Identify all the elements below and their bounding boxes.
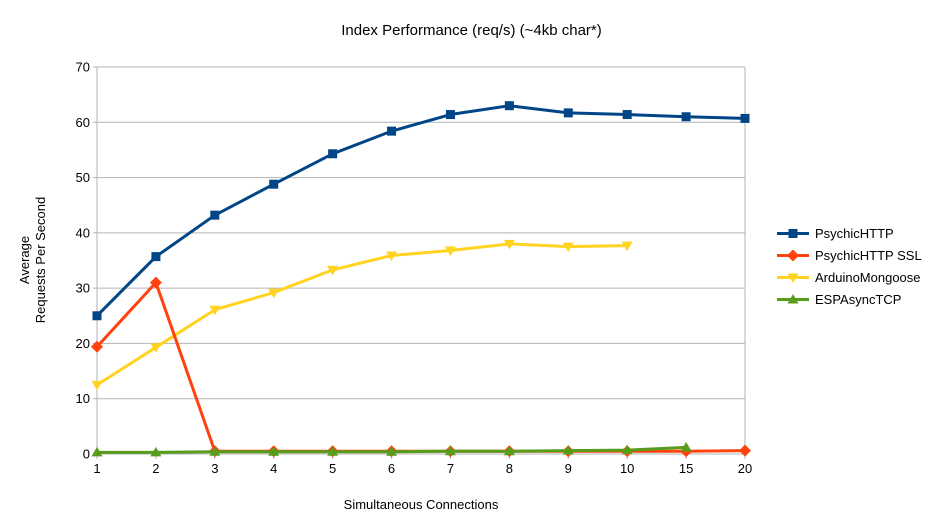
data-point-marker <box>151 252 161 262</box>
data-point-marker <box>209 305 221 316</box>
x-tick-label: 5 <box>329 461 336 476</box>
y-tick-label: 20 <box>76 336 90 351</box>
data-point-marker <box>386 446 398 456</box>
legend-label: PsychicHTTP SSL <box>815 247 922 263</box>
legend-item: PsychicHTTP <box>777 225 922 241</box>
x-tick-label: 15 <box>679 461 693 476</box>
data-point-marker <box>563 108 573 118</box>
y-tick-label: 10 <box>76 391 90 406</box>
y-tick-label: 30 <box>76 281 90 296</box>
data-point-marker <box>562 445 574 455</box>
data-point-marker <box>739 444 751 457</box>
y-tick-label: 0 <box>83 447 90 462</box>
x-axis-title: Simultaneous Connections <box>343 497 499 512</box>
data-point-marker <box>269 179 279 189</box>
legend: PsychicHTTP PsychicHTTP SSL ArduinoMongoos… <box>777 226 922 314</box>
x-tick-label: 6 <box>388 461 395 476</box>
series-arduinomongoose <box>91 239 633 391</box>
legend-marker-triangle-up-icon <box>777 293 809 303</box>
x-tick-label: 7 <box>447 461 454 476</box>
series-line <box>96 242 628 387</box>
data-point-marker <box>150 446 162 457</box>
data-point-marker <box>621 241 633 252</box>
series-line <box>95 281 746 453</box>
data-point-marker <box>444 246 456 257</box>
x-tick-label: 3 <box>211 461 218 476</box>
chart-title: Index Performance (req/s) (~4kb char*) <box>341 22 602 39</box>
data-point-marker <box>386 251 398 262</box>
data-point-marker <box>210 210 220 220</box>
series-espasynctcp <box>91 441 692 457</box>
y-tick-label: 40 <box>76 225 90 240</box>
data-point-marker <box>91 340 103 353</box>
data-point-marker <box>91 380 103 391</box>
data-point-marker <box>680 441 692 452</box>
x-tick-label: 2 <box>152 461 159 476</box>
data-point-marker <box>209 446 221 456</box>
series-psychichttp-ssl <box>91 276 751 458</box>
x-tick-label: 9 <box>565 461 572 476</box>
data-point-marker <box>681 112 691 122</box>
data-point-marker <box>562 242 574 253</box>
legend-item: ESPAsyncTCP <box>777 291 922 307</box>
data-point-marker <box>387 126 397 136</box>
y-tick-label: 50 <box>76 170 90 185</box>
x-tick-label: 10 <box>620 461 634 476</box>
data-point-marker <box>268 446 280 456</box>
data-point-marker <box>327 446 339 456</box>
legend-label: ArduinoMongoose <box>815 269 921 285</box>
series-psychichttp <box>92 101 750 321</box>
data-point-marker <box>150 343 162 353</box>
x-tick-label: 1 <box>93 461 100 476</box>
data-point-marker <box>268 288 280 299</box>
data-point-marker <box>91 446 103 457</box>
data-point-marker <box>327 265 339 276</box>
x-tick-label: 20 <box>738 461 752 476</box>
data-point-marker <box>445 110 455 120</box>
data-point-marker <box>149 276 162 289</box>
legend-marker-square-icon <box>777 228 809 238</box>
data-point-marker <box>444 445 456 456</box>
x-tick-label: 8 <box>506 461 513 476</box>
data-point-marker <box>328 149 338 159</box>
y-tick-label: 60 <box>76 115 90 130</box>
series-line <box>95 104 746 317</box>
legend-item: ArduinoMongoose <box>777 269 922 285</box>
x-tick-label: 4 <box>270 461 277 476</box>
data-point-marker <box>621 444 633 455</box>
legend-item: PsychicHTTP SSL <box>777 247 922 263</box>
data-point-marker <box>503 239 515 250</box>
data-point-marker <box>92 311 102 321</box>
legend-marker-triangle-down-icon <box>777 273 809 283</box>
legend-label: ESPAsyncTCP <box>815 291 902 307</box>
data-point-marker <box>622 110 632 120</box>
data-point-marker <box>504 101 514 111</box>
data-point-marker <box>740 113 750 123</box>
legend-label: PsychicHTTP <box>815 225 894 241</box>
data-point-marker <box>503 445 515 456</box>
y-tick-label: 70 <box>76 60 90 75</box>
legend-marker-diamond-icon <box>777 249 809 261</box>
